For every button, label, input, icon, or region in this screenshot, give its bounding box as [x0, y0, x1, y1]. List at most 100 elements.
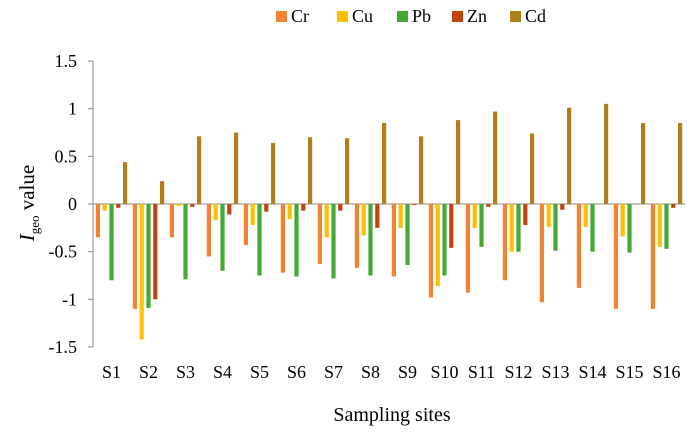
bar-cr-s7	[317, 204, 322, 265]
legend-label-cd: Cd	[525, 6, 546, 26]
y-axis-title-suffix: value	[15, 165, 39, 216]
bar-zn-s3	[190, 204, 195, 207]
bar-cr-s13	[539, 204, 544, 303]
bar-pb-s5	[257, 204, 262, 276]
bar-cr-s5	[243, 204, 248, 245]
bar-cd-s15	[641, 122, 646, 204]
bar-cu-s15	[620, 204, 625, 237]
bar-pb-s1	[109, 204, 114, 281]
y-axis-title-subscript: geo	[27, 215, 42, 234]
bar-cr-s4	[206, 204, 211, 257]
y-axis-title: Igeo value	[15, 165, 42, 243]
bar-cd-s3	[197, 136, 202, 204]
bar-cd-s1	[123, 162, 128, 204]
x-tick-label: S6	[287, 362, 306, 382]
bar-pb-s12	[516, 204, 521, 252]
bar-cd-s13	[567, 107, 572, 204]
bar-cd-s6	[308, 137, 313, 204]
legend-swatch-zn	[452, 11, 463, 22]
bar-cd-s4	[234, 132, 239, 204]
bar-pb-s16	[664, 204, 669, 249]
bar-pb-s8	[368, 204, 373, 276]
bar-cu-s3	[176, 204, 181, 206]
bar-cd-s5	[271, 142, 276, 204]
y-tick-label: 0.5	[55, 146, 78, 166]
x-tick-label: S9	[398, 362, 417, 382]
bar-cr-s10	[428, 204, 433, 298]
bar-cd-s16	[678, 122, 683, 204]
bar-cr-s3	[169, 204, 174, 238]
bar-cu-s7	[324, 204, 329, 238]
bar-cu-s12	[509, 204, 514, 252]
bar-pb-s2	[146, 204, 151, 308]
y-tick-label: 0	[68, 194, 77, 214]
bar-zn-s12	[523, 204, 528, 225]
bar-cr-s8	[354, 204, 359, 268]
legend-label-cu: Cu	[352, 6, 373, 26]
bar-cd-s9	[419, 136, 424, 204]
bar-pb-s6	[294, 204, 299, 277]
bar-zn-s4	[227, 204, 232, 215]
legend-swatch-cu	[337, 11, 348, 22]
bar-cu-s6	[287, 204, 292, 220]
bar-cd-s2	[160, 181, 165, 204]
x-axis-title: Sampling sites	[333, 404, 450, 426]
bar-cu-s5	[250, 204, 255, 225]
bar-cu-s8	[361, 204, 366, 236]
bar-zn-s1	[116, 204, 121, 208]
x-tick-label: S3	[176, 362, 195, 382]
bar-cu-s2	[139, 204, 144, 340]
x-tick-label: S15	[615, 362, 643, 382]
bar-cr-s6	[280, 204, 285, 273]
bar-cr-s11	[465, 204, 470, 293]
bar-zn-s13	[560, 204, 565, 210]
bar-zn-s7	[338, 204, 343, 211]
x-tick-label: S14	[578, 362, 606, 382]
y-tick-label: 1.5	[55, 51, 78, 71]
bar-pb-s10	[442, 204, 447, 276]
bar-cd-s14	[604, 103, 609, 204]
y-tick-label: 1	[68, 99, 77, 119]
bar-pb-s14	[590, 204, 595, 252]
y-axis-title-symbol: I	[15, 233, 39, 242]
bar-cd-s12	[530, 133, 535, 204]
bar-cd-s7	[345, 138, 350, 204]
y-axis: 1.5 1 0.5 0 -0.5 -1 -1.5	[49, 51, 685, 357]
legend-swatch-cd	[510, 11, 521, 22]
bar-cd-s8	[382, 122, 387, 204]
bar-pb-s13	[553, 204, 558, 251]
x-tick-label: S12	[504, 362, 532, 382]
x-tick-label: S1	[102, 362, 121, 382]
bar-cu-s9	[398, 204, 403, 228]
x-tick-label: S10	[430, 362, 458, 382]
bar-cr-s12	[502, 204, 507, 281]
bar-pb-s3	[183, 204, 188, 280]
legend-label-pb: Pb	[412, 6, 431, 26]
y-tick-label: -1	[62, 289, 77, 309]
x-tick-label: S11	[468, 362, 495, 382]
bar-cu-s13	[546, 204, 551, 227]
legend: Cr Cu Pb Zn Cd	[276, 6, 546, 26]
bar-zn-s9	[412, 204, 417, 205]
bar-cr-s2	[132, 204, 137, 309]
x-axis-labels: S1 S2 S3 S4 S5 S6 S7 S8 S9 S10 S11 S12 S13 S14 S15 S16	[102, 362, 681, 382]
bar-pb-s11	[479, 204, 484, 247]
bar-cu-s16	[657, 204, 662, 247]
bar-zn-s5	[264, 204, 269, 212]
bar-cd-s10	[456, 120, 461, 204]
x-tick-label: S5	[250, 362, 269, 382]
x-tick-label: S7	[324, 362, 343, 382]
bar-pb-s9	[405, 204, 410, 266]
y-tick-label: -1.5	[49, 337, 78, 357]
bar-cr-s16	[650, 204, 655, 309]
bar-cu-s1	[102, 204, 107, 211]
x-tick-label: S16	[652, 362, 680, 382]
x-tick-label: S8	[361, 362, 380, 382]
bar-zn-s6	[301, 204, 306, 211]
bar-cd-s11	[493, 111, 498, 204]
bar-cu-s4	[213, 204, 218, 221]
legend-label-cr: Cr	[291, 6, 309, 26]
x-tick-label: S13	[541, 362, 569, 382]
bar-zn-s16	[671, 204, 676, 208]
